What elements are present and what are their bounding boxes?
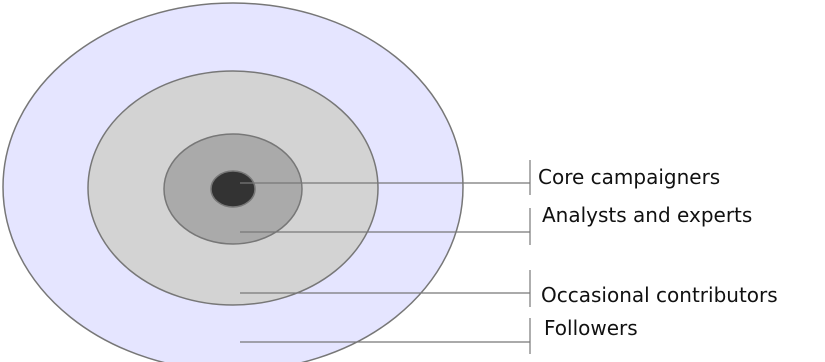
label-core-campaigners: Core campaigners bbox=[538, 165, 720, 189]
leader-analysts-and-experts bbox=[240, 208, 531, 245]
ring-core-campaigners bbox=[210, 170, 256, 208]
label-followers: Followers bbox=[544, 316, 638, 340]
leader-occasional-contributors bbox=[240, 270, 531, 307]
leader-core-campaigners bbox=[240, 160, 531, 195]
label-analysts-and-experts: Analysts and experts bbox=[542, 203, 752, 227]
leader-followers bbox=[240, 318, 531, 354]
label-occasional-contributors: Occasional contributors bbox=[541, 283, 778, 307]
